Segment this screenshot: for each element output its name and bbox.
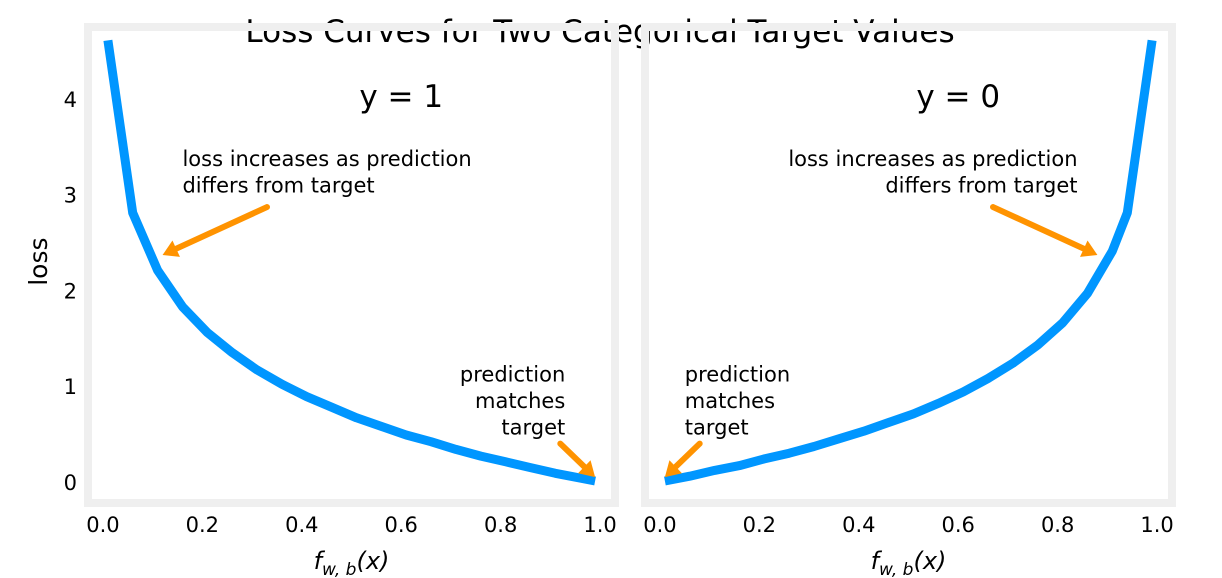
- plot-frame-right: [641, 23, 1176, 507]
- x-tick-label: 1.0: [583, 513, 616, 537]
- annotation-arrow-head: [578, 460, 596, 478]
- annotation-text: prediction: [685, 362, 790, 386]
- annotation-arrow-head: [162, 240, 180, 257]
- subtitle-left: y = 1: [359, 79, 443, 115]
- x-tick-label: 0.0: [643, 513, 676, 537]
- y-tick-label: 0: [64, 471, 77, 495]
- x-tick-label: 0.4: [285, 513, 318, 537]
- annotation-text: differs from target: [182, 173, 374, 197]
- annotation-text: target: [501, 415, 565, 439]
- annotation-text: prediction: [460, 362, 565, 386]
- annotation-arrow-shaft: [990, 204, 1087, 252]
- loss-curve-right: [664, 39, 1157, 486]
- y-axis-label: loss: [24, 237, 53, 285]
- annotation-arrow-shaft: [672, 440, 703, 470]
- x-tick-label: 0.4: [842, 513, 875, 537]
- figure-title: Loss Curves for Two Categorical Target V…: [245, 14, 954, 50]
- y-tick-label: 2: [64, 279, 77, 303]
- annotation-text: loss increases as prediction: [788, 147, 1077, 171]
- x-axis-label-right: fw, b(x): [871, 547, 947, 578]
- plot-frame-left: [84, 23, 619, 507]
- x-tick-label: 0.0: [86, 513, 119, 537]
- annotation-arrow-head: [664, 460, 682, 478]
- x-axis-label-subscript: w, b: [322, 560, 356, 578]
- x-axis-label-argument: (x): [356, 547, 389, 575]
- x-tick-label: 0.6: [942, 513, 975, 537]
- x-axis-label-subscript: w, b: [879, 560, 913, 578]
- y-tick-label: 3: [64, 184, 77, 208]
- annotation-text: target: [685, 415, 749, 439]
- annotation-text: matches: [475, 389, 565, 413]
- annotation-arrow-head: [1080, 240, 1098, 257]
- panel-left: y = 1 0.0 0.2 0.4 0.6 0.8 1.0 0 1 2 3 4 loss fw, b(x)…: [24, 23, 619, 578]
- x-tick-label: 0.2: [743, 513, 776, 537]
- annotation-arrow-shaft: [173, 204, 270, 252]
- subtitle-right: y = 0: [916, 79, 1000, 115]
- annotation-text: loss increases as prediction: [182, 147, 471, 171]
- y-tick-label: 1: [64, 375, 77, 399]
- annotation-text: differs from target: [885, 173, 1077, 197]
- x-tick-label: 0.8: [484, 513, 517, 537]
- annotation-arrow-shaft: [557, 440, 588, 470]
- panel-right: y = 0 0.0 0.2 0.4 0.6 0.8 1.0 fw, b(x) loss incr…: [641, 23, 1176, 578]
- annotation-text: matches: [685, 389, 775, 413]
- x-axis-label-left: fw, b(x): [314, 547, 390, 578]
- x-tick-label: 0.8: [1041, 513, 1074, 537]
- x-tick-label: 0.2: [186, 513, 219, 537]
- loss-curve-left: [103, 39, 596, 486]
- x-tick-label: 0.6: [385, 513, 418, 537]
- x-axis-label-argument: (x): [913, 547, 946, 575]
- y-tick-label: 4: [64, 88, 77, 112]
- x-tick-label: 1.0: [1140, 513, 1173, 537]
